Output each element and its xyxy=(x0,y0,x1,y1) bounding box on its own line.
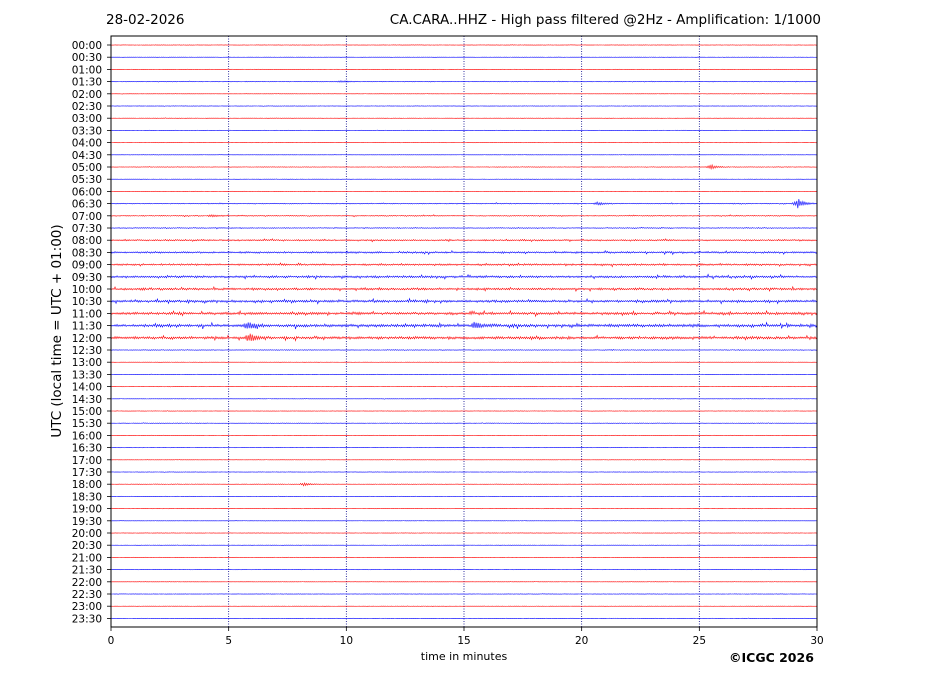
trace-1700 xyxy=(110,459,818,461)
y-tick-label: 06:00 xyxy=(72,186,102,198)
x-tick-label: 30 xyxy=(810,635,823,647)
y-tick-label: 13:30 xyxy=(72,369,102,381)
trace-0200 xyxy=(110,93,818,95)
y-tick-label: 16:30 xyxy=(72,443,102,455)
trace-1200 xyxy=(110,333,818,342)
y-tick-label: 12:00 xyxy=(72,333,102,345)
trace-0300 xyxy=(110,117,818,119)
y-tick-label: 18:30 xyxy=(72,491,102,503)
trace-1130 xyxy=(110,321,818,330)
trace-0330 xyxy=(110,129,818,132)
y-tick-label: 13:00 xyxy=(72,357,102,369)
y-tick-label: 09:30 xyxy=(72,272,102,284)
y-tick-label: 14:00 xyxy=(72,382,102,394)
y-tick-label: 11:00 xyxy=(72,308,102,320)
y-tick-label: 10:30 xyxy=(72,296,102,308)
trace-1100 xyxy=(110,309,818,318)
y-tick-label: 12:30 xyxy=(72,345,102,357)
trace-0930 xyxy=(110,273,818,280)
y-tick-label: 15:30 xyxy=(72,418,102,430)
y-tick-label: 07:30 xyxy=(72,223,102,235)
x-tick-label: 0 xyxy=(108,635,115,647)
trace-2200 xyxy=(110,581,818,583)
trace-1030 xyxy=(110,297,818,305)
trace-1730 xyxy=(110,471,818,473)
y-tick-label: 23:30 xyxy=(72,613,102,625)
x-tick-label: 15 xyxy=(457,635,470,647)
trace-1530 xyxy=(110,422,818,424)
trace-0000 xyxy=(110,44,818,46)
y-tick-label: 05:00 xyxy=(72,162,102,174)
trace-1400 xyxy=(110,386,818,388)
y-tick-label: 22:00 xyxy=(72,577,102,589)
y-tick-label: 07:00 xyxy=(72,211,102,223)
trace-0130 xyxy=(110,80,818,83)
x-tick-label: 10 xyxy=(340,635,353,647)
y-tick-label: 09:00 xyxy=(72,260,102,272)
y-tick-label: 01:00 xyxy=(72,64,102,76)
y-tick-label: 16:00 xyxy=(72,430,102,442)
trace-0230 xyxy=(110,105,818,107)
y-tick-label: 02:30 xyxy=(72,101,102,113)
y-tick-label: 03:30 xyxy=(72,125,102,137)
trace-0430 xyxy=(110,154,818,156)
y-tick-label: 22:30 xyxy=(72,589,102,601)
trace-0830 xyxy=(110,249,818,256)
trace-0100 xyxy=(110,68,818,71)
y-tick-label: 00:30 xyxy=(72,52,102,64)
y-tick-label: 19:00 xyxy=(72,504,102,516)
x-tick-label: 5 xyxy=(225,635,232,647)
y-tick-label: 08:30 xyxy=(72,247,102,259)
trace-0700 xyxy=(110,214,818,218)
y-tick-label: 20:30 xyxy=(72,540,102,552)
y-tick-label: 11:30 xyxy=(72,321,102,333)
y-tick-label: 04:30 xyxy=(72,150,102,162)
trace-2300 xyxy=(110,605,818,607)
trace-0500 xyxy=(110,163,818,171)
y-tick-label: 00:00 xyxy=(72,40,102,52)
y-tick-label: 18:00 xyxy=(72,479,102,491)
y-tick-label: 02:00 xyxy=(72,89,102,101)
trace-2130 xyxy=(110,568,818,571)
y-tick-label: 19:30 xyxy=(72,516,102,528)
y-tick-label: 01:30 xyxy=(72,77,102,89)
trace-1930 xyxy=(110,520,818,522)
y-tick-label: 17:00 xyxy=(72,455,102,467)
y-tick-label: 06:30 xyxy=(72,199,102,211)
y-tick-label: 10:00 xyxy=(72,284,102,296)
trace-1500 xyxy=(110,410,818,412)
trace-0800 xyxy=(110,238,818,243)
y-tick-label: 04:00 xyxy=(72,138,102,150)
trace-1630 xyxy=(110,446,818,449)
y-tick-label: 20:00 xyxy=(72,528,102,540)
y-tick-label: 21:00 xyxy=(72,552,102,564)
y-tick-label: 05:30 xyxy=(72,174,102,186)
y-tick-label: 17:30 xyxy=(72,467,102,479)
x-axis-label: time in minutes xyxy=(420,650,508,663)
trace-1800 xyxy=(110,482,818,487)
y-tick-label: 23:00 xyxy=(72,601,102,613)
trace-1000 xyxy=(110,285,818,292)
trace-0730 xyxy=(110,226,818,230)
trace-1430 xyxy=(110,398,818,400)
trace-0630 xyxy=(110,198,818,209)
y-tick-label: 21:30 xyxy=(72,565,102,577)
trace-0030 xyxy=(110,56,818,58)
chart-title: CA.CARA..HHZ - High pass filtered @2Hz -… xyxy=(389,12,821,28)
x-tick-label: 25 xyxy=(693,635,706,647)
chart-date: 28-02-2026 xyxy=(106,12,185,28)
x-tick-label: 20 xyxy=(575,635,588,647)
y-tick-label: 08:00 xyxy=(72,235,102,247)
trace-0900 xyxy=(110,262,818,268)
trace-1230 xyxy=(110,349,818,351)
copyright: ©ICGC 2026 xyxy=(729,650,814,665)
y-tick-label: 03:00 xyxy=(72,113,102,125)
y-tick-label: 14:30 xyxy=(72,394,102,406)
trace-2230 xyxy=(110,593,818,595)
trace-1830 xyxy=(110,495,818,498)
y-tick-label: 15:00 xyxy=(72,406,102,418)
